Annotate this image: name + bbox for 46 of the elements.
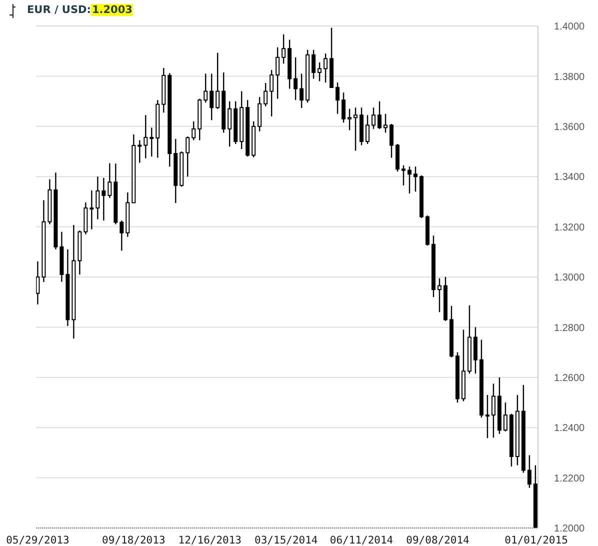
candlestick (72, 224, 76, 340)
candlestick (276, 46, 280, 100)
chart-title: EUR / USD: (27, 4, 91, 16)
y-tick-label: 1.2000 (554, 524, 586, 535)
candlestick (84, 202, 88, 235)
candlestick (114, 162, 118, 225)
candlestick (485, 394, 490, 439)
candlestick (108, 162, 112, 199)
x-tick-label: 03/15/2014 (254, 534, 318, 546)
candlestick (120, 220, 124, 252)
candlestick (54, 172, 58, 250)
candlestick (96, 176, 100, 220)
chart-subtitle: 1.2003 (90, 4, 134, 16)
candlestick (150, 127, 154, 158)
candlestick (473, 326, 478, 374)
y-tick-label: 1.3800 (554, 72, 586, 83)
candlestick (102, 177, 106, 222)
candlestick (78, 230, 82, 276)
x-tick-label: 01/01/2015 (504, 534, 568, 546)
x-tick-label: 09/08/2014 (406, 534, 470, 546)
y-tick-label: 1.2200 (554, 473, 586, 484)
candlestick (66, 248, 70, 327)
x-tick-label: 09/18/2013 (102, 534, 166, 546)
candlestick (144, 114, 148, 159)
candlestick (90, 190, 94, 230)
x-tick-label: 06/11/2014 (330, 534, 394, 546)
candlestick (60, 231, 64, 282)
y-tick-label: 1.2800 (554, 322, 586, 334)
y-tick-label: 1.3400 (554, 172, 586, 184)
candlestick (294, 56, 298, 101)
candlestick (48, 178, 52, 225)
candlestick (36, 260, 40, 305)
y-tick-label: 1.2400 (554, 423, 586, 434)
y-tick-label: 1.3000 (554, 272, 586, 284)
candlestick (138, 140, 142, 164)
candlestick (491, 383, 496, 438)
y-tick-label: 1.2600 (554, 372, 586, 384)
y-tick-label: 1.4000 (554, 22, 586, 33)
x-tick-label: 12/16/2013 (178, 534, 242, 546)
y-tick-label: 1.3600 (554, 122, 586, 133)
candlestick (210, 73, 214, 121)
candlestick (174, 138, 178, 204)
candlestick (126, 192, 130, 238)
candlestick (42, 200, 46, 283)
y-tick-label: 1.3200 (554, 222, 586, 234)
x-tick-label: 05/29/2013 (6, 534, 70, 546)
